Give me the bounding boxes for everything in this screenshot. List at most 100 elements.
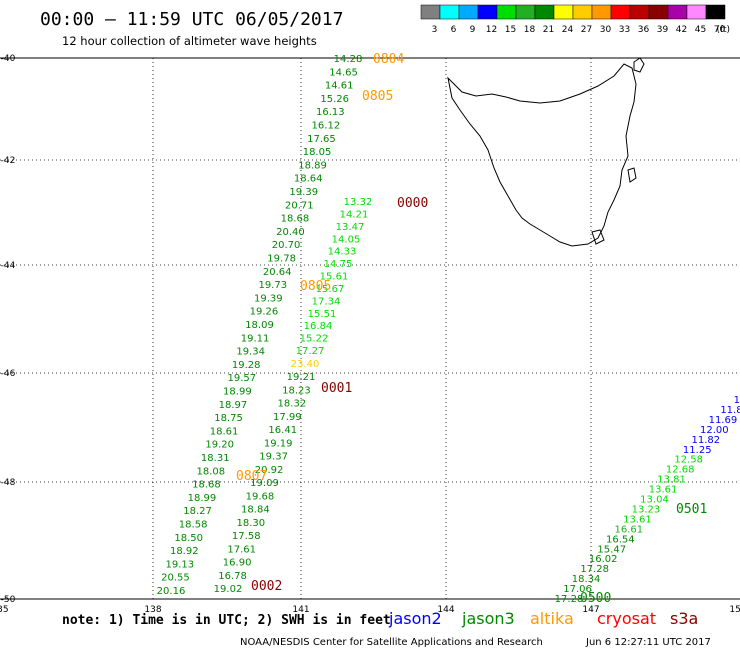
tasmania-island-ne bbox=[633, 57, 645, 73]
wave-height-value: 17.61 bbox=[227, 544, 256, 555]
satellite-legend-item: cryosat bbox=[597, 609, 656, 628]
longitude-tick-label: 135 bbox=[0, 605, 9, 615]
wave-height-value: 14.33 bbox=[328, 247, 357, 258]
wave-height-tracks: 20.16 20.55 19.13 18.92 18.50 18.58 18.27 18.99… bbox=[157, 54, 740, 605]
pass-time-label: 0001 bbox=[321, 381, 352, 396]
wave-height-value: 13.61 bbox=[649, 485, 678, 496]
graticule bbox=[0, 58, 740, 599]
longitude-tick-label: 138 bbox=[144, 605, 161, 615]
wave-height-value: 20.40 bbox=[276, 227, 305, 238]
color-swatch bbox=[515, 4, 536, 20]
wave-height-value: 19.20 bbox=[205, 440, 234, 451]
wave-height-value: 17.99 bbox=[273, 412, 302, 423]
wave-height-value: 15.51 bbox=[308, 309, 337, 320]
pass-time-label: 0807 bbox=[236, 469, 267, 484]
wave-height-value: 18.92 bbox=[170, 546, 199, 557]
page-title: 00:00 – 11:59 UTC 06/05/2017 bbox=[40, 9, 343, 30]
wave-height-value: 20.55 bbox=[161, 573, 190, 584]
wave-height-value: 17.58 bbox=[232, 531, 261, 542]
latitude-tick-label: -40 bbox=[1, 54, 16, 64]
latitude-tick-label: -46 bbox=[1, 369, 16, 379]
color-scale-label: 42 bbox=[676, 25, 687, 35]
wave-height-value: 14.75 bbox=[324, 259, 353, 270]
wave-height-value: 13.23 bbox=[632, 504, 661, 515]
wave-height-value: 19.02 bbox=[214, 584, 243, 595]
wave-height-value: 19.34 bbox=[236, 347, 265, 358]
color-swatch bbox=[420, 4, 441, 20]
wave-height-value: 11.69 bbox=[709, 415, 738, 426]
color-swatch bbox=[572, 4, 593, 20]
satellite-legend-item: jason3 bbox=[461, 609, 515, 628]
color-swatch bbox=[439, 4, 460, 20]
wave-height-value: 11.8 bbox=[720, 405, 740, 416]
wave-height-value: 18.32 bbox=[278, 399, 307, 410]
color-scale-label: 24 bbox=[562, 25, 574, 35]
color-scale-label: 45 bbox=[695, 25, 706, 35]
wave-height-value: 11.82 bbox=[691, 435, 720, 446]
wave-height-value: 13.47 bbox=[336, 222, 365, 233]
color-scale-label: 39 bbox=[657, 25, 669, 35]
longitude-tick-label: 141 bbox=[292, 605, 309, 615]
wave-height-value: 20.70 bbox=[272, 240, 301, 251]
wave-height-value: 18.27 bbox=[183, 506, 212, 517]
wave-height-value: 11 bbox=[734, 395, 740, 406]
wave-height-value: 16.90 bbox=[223, 558, 252, 569]
wave-height-value: 18.75 bbox=[214, 413, 243, 424]
latitude-tick-label: -42 bbox=[1, 156, 16, 166]
color-scale-label: 21 bbox=[543, 25, 554, 35]
latitude-tick-label: -50 bbox=[1, 595, 16, 605]
wave-height-value: 14.21 bbox=[340, 209, 369, 220]
color-swatch bbox=[477, 4, 498, 20]
wave-height-value: 15.22 bbox=[300, 334, 329, 345]
pass-time-label: 0805 bbox=[300, 279, 331, 294]
wave-height-value: 14.28 bbox=[334, 54, 363, 65]
page-subtitle: 12 hour collection of altimeter wave hei… bbox=[62, 34, 317, 48]
wave-height-value: 15.47 bbox=[597, 544, 626, 555]
wave-height-value: 18.68 bbox=[281, 214, 310, 225]
footer-timestamp: Jun 6 12:27:11 UTC 2017 bbox=[585, 637, 711, 648]
wave-height-value: 17.27 bbox=[296, 346, 325, 357]
wave-height-value: 18.84 bbox=[241, 505, 270, 516]
wave-height-value: 14.65 bbox=[329, 67, 358, 78]
wave-height-value: 18.34 bbox=[572, 574, 601, 585]
latitude-tick-label: -48 bbox=[1, 478, 16, 488]
wave-height-value: 20.64 bbox=[263, 267, 292, 278]
color-swatch bbox=[610, 4, 631, 20]
pass-time-label: 0500 bbox=[580, 591, 611, 606]
latitude-tick-label: -44 bbox=[1, 261, 16, 271]
wave-height-value: 16.78 bbox=[218, 571, 247, 582]
color-swatch bbox=[553, 4, 574, 20]
wave-height-value: 14.05 bbox=[332, 234, 361, 245]
pass-time-label: 0804 bbox=[373, 52, 404, 67]
wave-height-value: 19.68 bbox=[246, 491, 275, 502]
color-swatch bbox=[534, 4, 555, 20]
wave-height-value: 18.58 bbox=[179, 520, 208, 531]
wave-height-value: 20.92 bbox=[255, 465, 284, 476]
color-scale-label: 9 bbox=[470, 25, 476, 35]
color-swatch bbox=[686, 4, 707, 20]
wave-height-value: 15.26 bbox=[320, 94, 349, 105]
wave-height-value: 19.28 bbox=[232, 360, 261, 371]
axis-tick-labels: 135 138 141 144 147 150 -40 -42 -44 -46 -48 -50 bbox=[0, 54, 740, 615]
wave-height-value: 19.78 bbox=[267, 254, 296, 265]
footer-note: note: 1) Time is in UTC; 2) SWH is in fe… bbox=[62, 613, 391, 628]
longitude-tick-label: 147 bbox=[582, 605, 599, 615]
wave-height-value: 19.11 bbox=[241, 333, 270, 344]
footer-credit: NOAA/NESDIS Center for Satellite Applica… bbox=[240, 637, 543, 648]
color-swatch bbox=[496, 4, 517, 20]
longitude-tick-label: 150 bbox=[729, 605, 740, 615]
wave-height-value: 19.13 bbox=[166, 559, 195, 570]
wave-height-value: 13.61 bbox=[623, 514, 652, 525]
color-scale-label: 15 bbox=[505, 25, 516, 35]
color-scale-label: 36 bbox=[638, 25, 650, 35]
wave-height-value: 18.68 bbox=[192, 480, 221, 491]
wave-height-value: 18.61 bbox=[210, 426, 239, 437]
color-swatch bbox=[705, 4, 726, 20]
wave-height-value: 19.73 bbox=[258, 280, 287, 291]
wave-height-value: 16.54 bbox=[606, 534, 635, 545]
color-scale-label: 3 bbox=[432, 25, 438, 35]
color-scale-label: 33 bbox=[619, 25, 630, 35]
wave-height-value: 23.40 bbox=[291, 359, 320, 370]
color-scale-unit: (ft) bbox=[716, 25, 730, 35]
